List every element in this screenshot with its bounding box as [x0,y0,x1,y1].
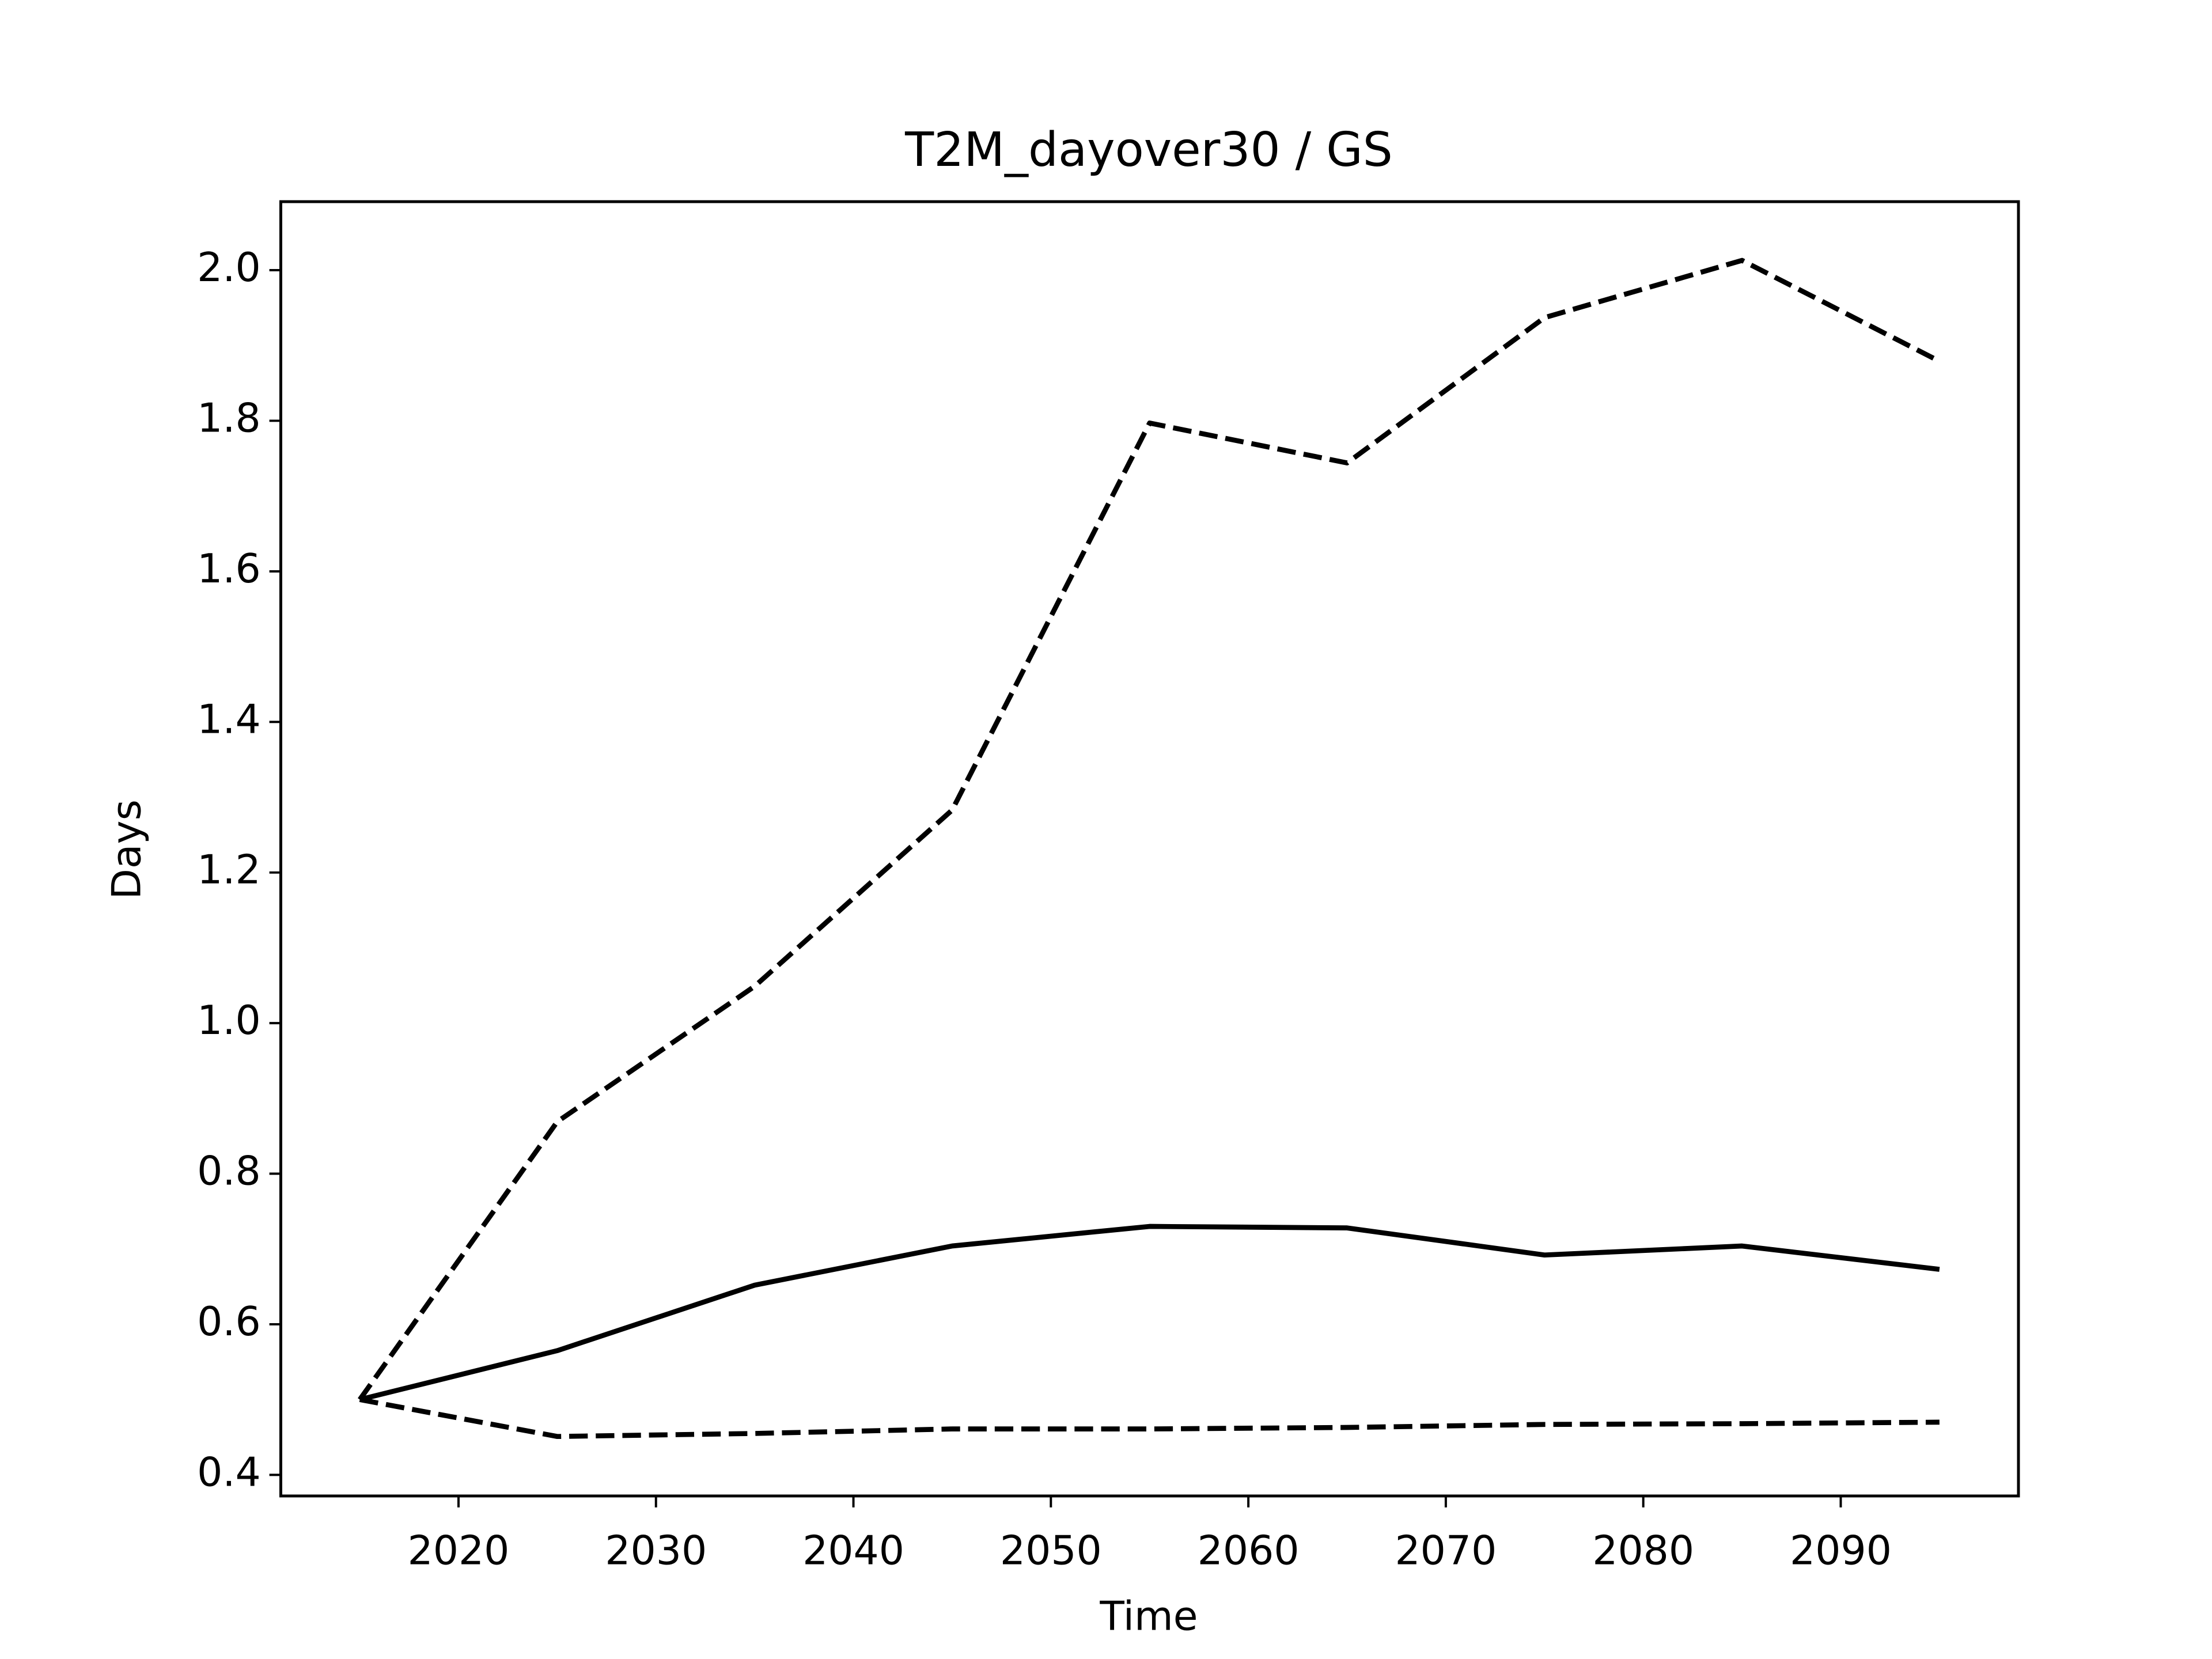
y-tick-label: 1.6 [197,546,261,592]
x-axis-label: Time [1099,1593,1198,1640]
y-tick-label: 0.8 [197,1148,261,1195]
x-tick-label: 2020 [408,1527,510,1574]
y-tick-label: 1.8 [197,395,261,441]
x-tick-label: 2070 [1395,1527,1497,1574]
x-tick-label: 2040 [802,1527,904,1574]
x-tick-label: 2050 [1000,1527,1102,1574]
y-tick-label: 1.2 [197,847,261,893]
x-tick-label: 2090 [1790,1527,1892,1574]
y-tick-label: 0.6 [197,1298,261,1345]
series-line [359,1224,1940,1402]
x-tick-label: 2030 [605,1527,707,1574]
y-tick-label: 2.0 [197,244,261,291]
y-tick-label: 0.4 [197,1449,261,1495]
chart-title: T2M_dayover30 / GS [904,123,1393,177]
y-axis-label: Days [103,800,150,899]
series-line [358,257,1941,1402]
x-tick-label: 2080 [1592,1527,1694,1574]
series-line [359,1397,1940,1440]
plot-frame [279,200,2020,1498]
y-tick-label: 1.0 [197,997,261,1044]
x-tick-label: 2060 [1198,1527,1300,1574]
y-tick-label: 1.4 [197,696,261,743]
